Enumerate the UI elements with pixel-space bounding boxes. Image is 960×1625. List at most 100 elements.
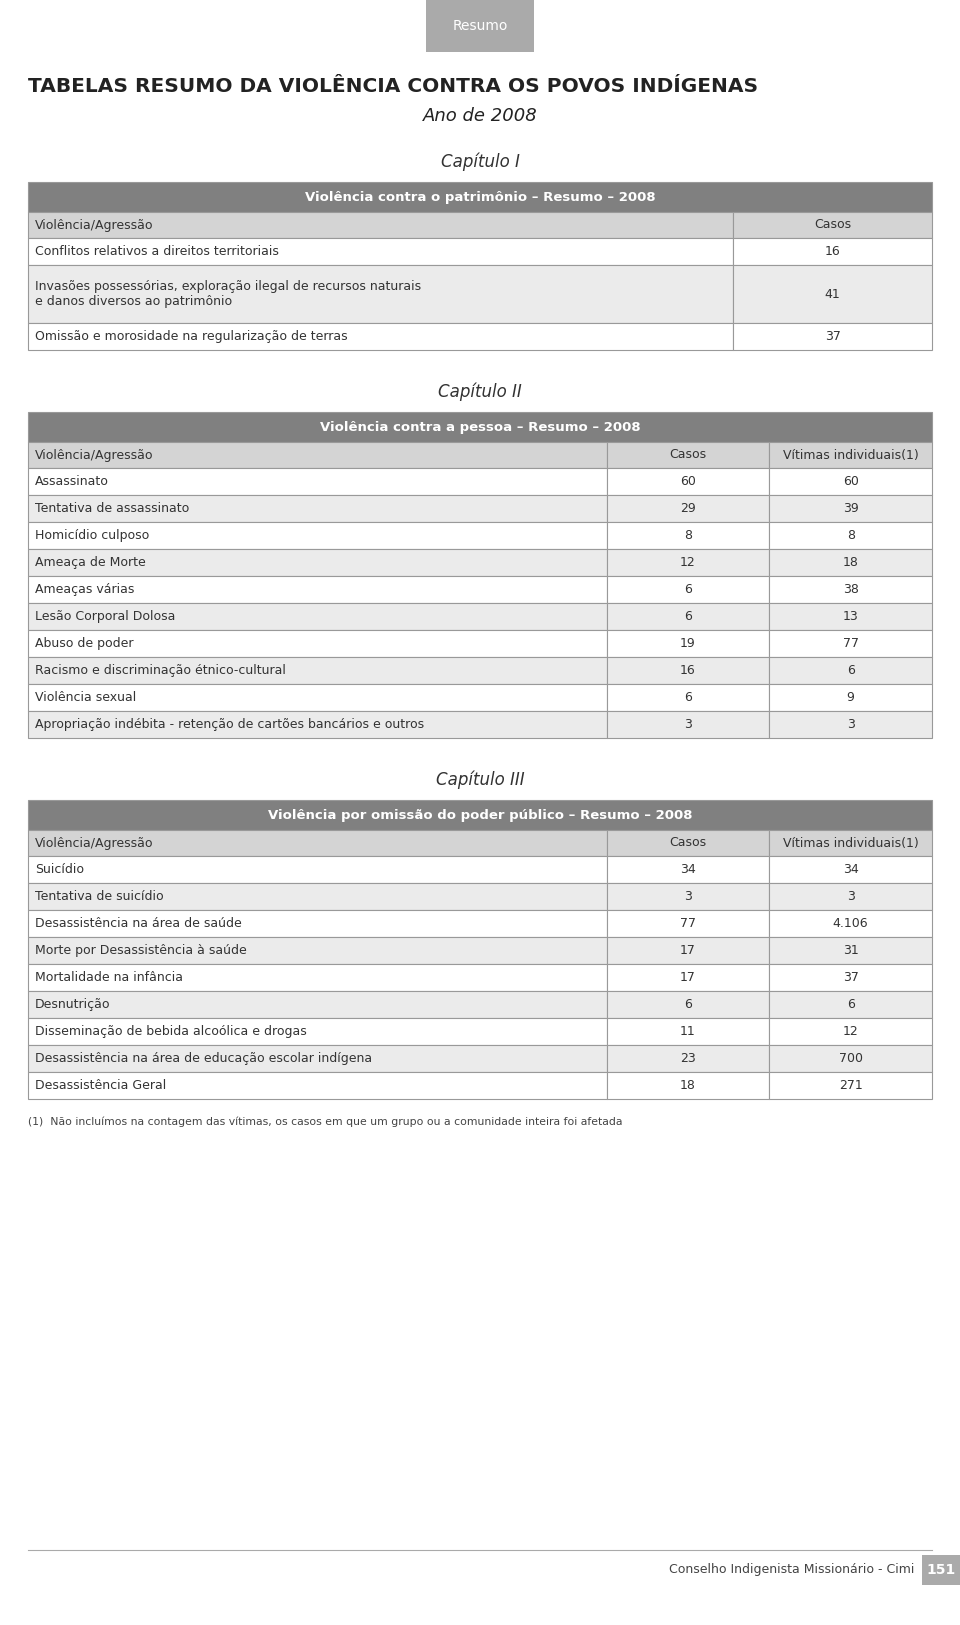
Bar bbox=[769, 1017, 932, 1045]
Text: 34: 34 bbox=[680, 863, 696, 876]
Text: 18: 18 bbox=[680, 1079, 696, 1092]
Bar bbox=[28, 800, 932, 830]
Bar bbox=[28, 265, 733, 323]
Text: Invasões possessórias, exploração ilegal de recursos naturais
e danos diversos a: Invasões possessórias, exploração ilegal… bbox=[35, 280, 421, 309]
Text: 16: 16 bbox=[825, 245, 840, 258]
Text: (1)  Não incluímos na contagem das vítimas, os casos em que um grupo ou a comuni: (1) Não incluímos na contagem das vítima… bbox=[28, 1116, 622, 1128]
Text: 77: 77 bbox=[843, 637, 858, 650]
Text: Vítimas individuais(1): Vítimas individuais(1) bbox=[782, 449, 919, 462]
Text: Desnutrição: Desnutrição bbox=[35, 998, 110, 1011]
Bar bbox=[769, 964, 932, 991]
Bar bbox=[607, 496, 769, 522]
Bar bbox=[769, 712, 932, 738]
Bar bbox=[28, 413, 932, 442]
Text: Tentativa de suicídio: Tentativa de suicídio bbox=[35, 891, 163, 904]
Text: 3: 3 bbox=[684, 718, 692, 731]
Bar bbox=[28, 656, 607, 684]
Bar bbox=[769, 630, 932, 656]
Bar bbox=[426, 0, 534, 52]
Bar bbox=[28, 211, 733, 237]
Text: 6: 6 bbox=[684, 583, 692, 596]
Text: 41: 41 bbox=[825, 288, 840, 301]
Text: 37: 37 bbox=[843, 972, 858, 985]
Text: 77: 77 bbox=[680, 916, 696, 929]
Text: Desassistência Geral: Desassistência Geral bbox=[35, 1079, 166, 1092]
Text: Violência/Agressão: Violência/Agressão bbox=[35, 837, 154, 850]
Bar bbox=[28, 712, 607, 738]
Bar bbox=[769, 603, 932, 630]
Bar bbox=[28, 549, 607, 575]
Text: 6: 6 bbox=[684, 609, 692, 622]
Bar bbox=[769, 1072, 932, 1098]
Bar bbox=[769, 468, 932, 496]
Bar bbox=[607, 684, 769, 712]
Bar bbox=[28, 1045, 607, 1072]
Text: 60: 60 bbox=[680, 474, 696, 487]
Bar bbox=[769, 910, 932, 938]
Bar bbox=[607, 712, 769, 738]
Text: Apropriação indébita - retenção de cartões bancários e outros: Apropriação indébita - retenção de cartõ… bbox=[35, 718, 424, 731]
Bar bbox=[28, 237, 733, 265]
Bar bbox=[607, 910, 769, 938]
Text: Morte por Desassistência à saúde: Morte por Desassistência à saúde bbox=[35, 944, 247, 957]
Text: Violência contra o patrimônio – Resumo – 2008: Violência contra o patrimônio – Resumo –… bbox=[304, 190, 656, 203]
Text: 6: 6 bbox=[847, 665, 854, 678]
Bar bbox=[28, 964, 607, 991]
Text: 6: 6 bbox=[684, 998, 692, 1011]
Text: 16: 16 bbox=[680, 665, 696, 678]
Bar bbox=[28, 630, 607, 656]
Text: 700: 700 bbox=[839, 1051, 863, 1064]
Text: 3: 3 bbox=[684, 891, 692, 904]
Text: Ano de 2008: Ano de 2008 bbox=[422, 107, 538, 125]
Text: Ameaças várias: Ameaças várias bbox=[35, 583, 134, 596]
Bar bbox=[769, 856, 932, 882]
Text: 23: 23 bbox=[680, 1051, 696, 1064]
Bar bbox=[28, 182, 932, 211]
Text: TABELAS RESUMO DA VIOLÊNCIA CONTRA OS POVOS INDÍGENAS: TABELAS RESUMO DA VIOLÊNCIA CONTRA OS PO… bbox=[28, 76, 758, 96]
Bar bbox=[28, 938, 607, 964]
Text: 60: 60 bbox=[843, 474, 858, 487]
Bar bbox=[607, 575, 769, 603]
Bar bbox=[769, 549, 932, 575]
Text: Violência/Agressão: Violência/Agressão bbox=[35, 218, 154, 231]
Text: Mortalidade na infância: Mortalidade na infância bbox=[35, 972, 183, 985]
Bar bbox=[607, 630, 769, 656]
Text: Casos: Casos bbox=[669, 449, 707, 462]
Text: 18: 18 bbox=[843, 556, 858, 569]
Text: Resumo: Resumo bbox=[452, 20, 508, 32]
Text: 38: 38 bbox=[843, 583, 858, 596]
Text: 271: 271 bbox=[839, 1079, 862, 1092]
Text: 11: 11 bbox=[680, 1025, 696, 1038]
Text: Conselho Indigenista Missionário - Cimi: Conselho Indigenista Missionário - Cimi bbox=[668, 1563, 914, 1576]
Text: Violência sexual: Violência sexual bbox=[35, 691, 136, 704]
Bar bbox=[733, 265, 932, 323]
Bar bbox=[607, 964, 769, 991]
Bar bbox=[28, 442, 607, 468]
Text: Violência por omissão do poder público – Resumo – 2008: Violência por omissão do poder público –… bbox=[268, 809, 692, 822]
Bar bbox=[769, 991, 932, 1017]
Bar bbox=[769, 882, 932, 910]
Bar bbox=[733, 237, 932, 265]
Bar bbox=[607, 938, 769, 964]
Bar bbox=[28, 522, 607, 549]
Bar bbox=[28, 603, 607, 630]
Text: 29: 29 bbox=[680, 502, 696, 515]
Text: Lesão Corporal Dolosa: Lesão Corporal Dolosa bbox=[35, 609, 176, 622]
Bar bbox=[607, 1017, 769, 1045]
Bar bbox=[922, 1555, 960, 1584]
Bar bbox=[607, 1072, 769, 1098]
Text: 8: 8 bbox=[847, 530, 854, 543]
Bar bbox=[607, 830, 769, 856]
Text: Violência/Agressão: Violência/Agressão bbox=[35, 449, 154, 462]
Text: Disseminação de bebida alcoólica e drogas: Disseminação de bebida alcoólica e droga… bbox=[35, 1025, 307, 1038]
Bar bbox=[28, 575, 607, 603]
Text: 12: 12 bbox=[680, 556, 696, 569]
Text: Ameaça de Morte: Ameaça de Morte bbox=[35, 556, 146, 569]
Bar bbox=[28, 991, 607, 1017]
Bar bbox=[28, 468, 607, 496]
Text: Casos: Casos bbox=[669, 837, 707, 850]
Text: Capítulo I: Capítulo I bbox=[441, 153, 519, 171]
Bar bbox=[733, 211, 932, 237]
Bar bbox=[769, 938, 932, 964]
Bar bbox=[769, 522, 932, 549]
